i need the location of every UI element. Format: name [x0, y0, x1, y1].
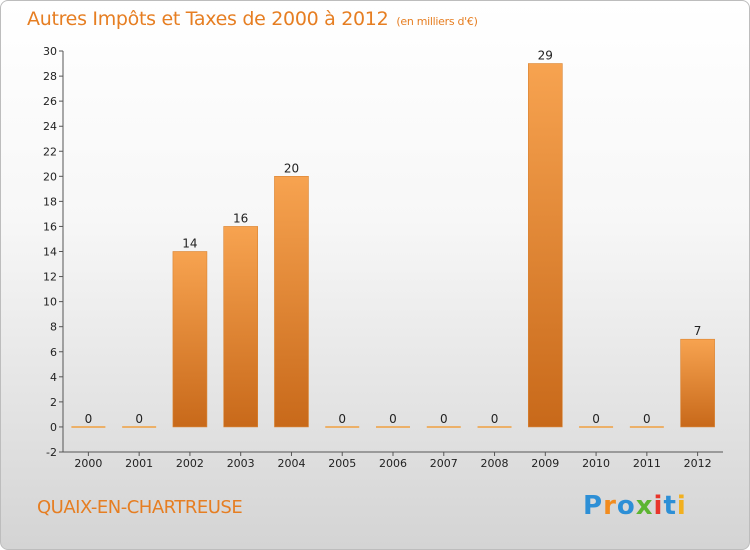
data-label: 16	[233, 211, 248, 225]
x-tick-label: 2000	[74, 457, 102, 470]
y-tick-label: -2	[46, 446, 57, 459]
chart-title-text: Autres Impôts et Taxes de 2000 à 2012	[27, 8, 389, 30]
y-tick-label: 22	[43, 145, 57, 158]
y-tick-label: 30	[43, 45, 57, 58]
y-tick-label: 18	[43, 195, 57, 208]
data-label: 0	[440, 412, 448, 426]
y-tick-label: 2	[50, 396, 57, 409]
location-name: QUAIX-EN-CHARTREUSE	[37, 497, 243, 518]
bar	[172, 251, 208, 428]
logo-letter: i	[653, 491, 664, 521]
y-tick-label: 16	[43, 220, 57, 233]
data-label: 0	[135, 412, 143, 426]
logo-letter: o	[616, 491, 636, 521]
bar	[274, 176, 309, 428]
y-tick-label: 0	[50, 421, 57, 434]
data-label: 0	[643, 412, 651, 426]
y-tick-label: 24	[43, 120, 57, 133]
chart-title: Autres Impôts et Taxes de 2000 à 2012 (en…	[27, 8, 478, 30]
x-tick-label: 2004	[277, 457, 305, 470]
data-label: 29	[538, 49, 553, 63]
y-tick-label: 10	[43, 296, 57, 309]
data-label: 0	[592, 412, 600, 426]
chart-subtitle: (en milliers d'€)	[396, 15, 478, 28]
logo-letter: r	[603, 491, 617, 521]
data-label: 7	[694, 324, 702, 338]
data-label: 20	[284, 161, 299, 175]
x-tick-label: 2011	[633, 457, 661, 470]
x-tick-label: 2006	[379, 457, 407, 470]
bar	[223, 226, 258, 428]
logo-letter: i	[676, 491, 687, 521]
y-tick-label: 20	[43, 170, 57, 183]
y-tick-label: 26	[43, 95, 57, 108]
data-label: 0	[338, 412, 346, 426]
data-label: 0	[389, 412, 397, 426]
chart-bars: 0 0 14 16 20 0 0 0 0 29 0 0 7	[71, 49, 715, 428]
bar	[528, 63, 563, 428]
logo-letter: t	[663, 491, 677, 521]
x-tick-label: 2003	[227, 457, 255, 470]
y-tick-label: 4	[50, 371, 57, 384]
y-tick-label: 14	[43, 246, 57, 259]
x-tick-label: 2012	[684, 457, 712, 470]
x-tick-label: 2001	[125, 457, 153, 470]
proxiti-logo: Proxiti	[583, 491, 687, 521]
x-tick-label: 2010	[582, 457, 610, 470]
data-label: 0	[491, 412, 499, 426]
x-tick-label: 2005	[328, 457, 356, 470]
data-label: 0	[85, 412, 93, 426]
y-tick-label: 8	[50, 321, 57, 334]
logo-letter: P	[583, 491, 604, 521]
x-tick-label: 2008	[481, 457, 509, 470]
data-label: 14	[182, 237, 197, 251]
logo-letter: x	[635, 491, 654, 521]
x-tick-label: 2007	[430, 457, 458, 470]
x-tick-label: 2002	[176, 457, 204, 470]
y-tick-label: 12	[43, 271, 57, 284]
x-tick-label: 2009	[531, 457, 559, 470]
bar	[680, 338, 715, 428]
y-tick-label: 28	[43, 70, 57, 83]
y-tick-label: 6	[50, 346, 57, 359]
